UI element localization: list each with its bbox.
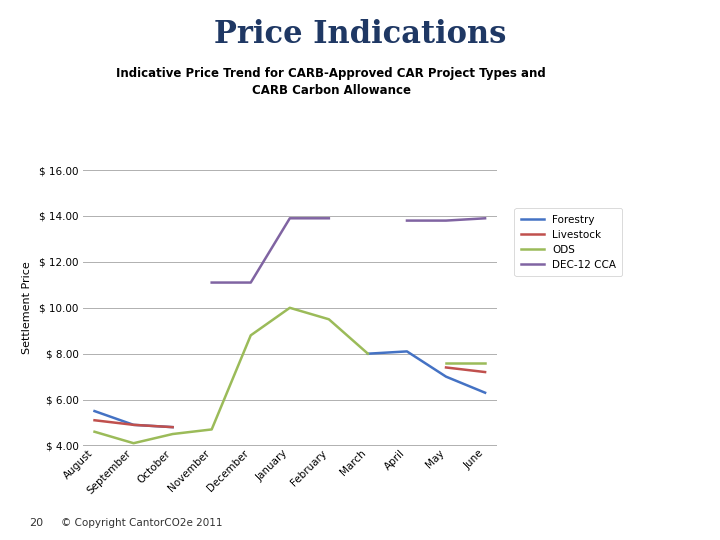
Legend: Forestry, Livestock, ODS, DEC-12 CCA: Forestry, Livestock, ODS, DEC-12 CCA	[514, 208, 622, 276]
Line: Livestock: Livestock	[94, 420, 173, 427]
Livestock	[90, 417, 99, 423]
Forestry	[130, 422, 138, 428]
Forestry	[168, 424, 177, 430]
ODS	[90, 429, 99, 435]
DEC-12 CCA	[246, 279, 255, 286]
Y-axis label: Settlement Price: Settlement Price	[22, 261, 32, 354]
ODS	[130, 440, 138, 447]
ODS	[168, 431, 177, 437]
ODS	[364, 350, 372, 357]
Text: © Copyright CantorCO2e 2011: © Copyright CantorCO2e 2011	[61, 518, 222, 528]
ODS	[285, 305, 294, 311]
Text: 20: 20	[29, 518, 43, 528]
Forestry	[90, 408, 99, 414]
Text: Indicative Price Trend for CARB-Approved CAR Project Types and
CARB Carbon Allow: Indicative Price Trend for CARB-Approved…	[117, 68, 546, 98]
ODS	[207, 426, 216, 433]
Line: Forestry: Forestry	[94, 411, 173, 427]
DEC-12 CCA	[325, 215, 333, 221]
Line: DEC-12 CCA: DEC-12 CCA	[212, 218, 329, 282]
DEC-12 CCA	[207, 279, 216, 286]
Text: Price Indications: Price Indications	[214, 19, 506, 50]
Livestock	[130, 422, 138, 428]
Livestock	[168, 424, 177, 430]
Line: ODS: ODS	[94, 308, 368, 443]
DEC-12 CCA	[285, 215, 294, 221]
ODS	[246, 332, 255, 339]
ODS	[325, 316, 333, 322]
